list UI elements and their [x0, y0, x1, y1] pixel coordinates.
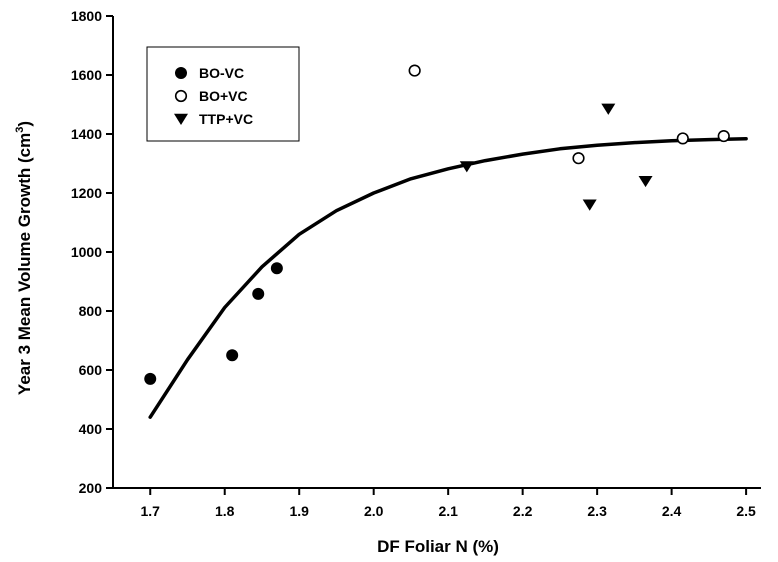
data-point-boplus-vc — [717, 129, 730, 143]
data-point-bo-vc — [270, 262, 283, 275]
y-axis-label-superscript: 3 — [14, 127, 26, 133]
x-tick-label: 2.2 — [513, 503, 533, 519]
data-point-bo-vc — [226, 349, 239, 362]
legend-marker-boplus-vc — [174, 89, 188, 103]
y-tick-label: 1400 — [71, 126, 102, 142]
y-axis-label-close: ) — [15, 121, 34, 127]
y-tick-label: 200 — [79, 480, 103, 496]
x-axis-label: DF Foliar N (%) — [377, 537, 499, 556]
y-tick-label: 1600 — [71, 67, 102, 83]
y-tick-label: 1200 — [71, 185, 102, 201]
legend-label-boplus-vc: BO+VC — [199, 88, 248, 104]
data-point-boplus-vc — [676, 132, 689, 145]
data-point-bo-vc — [144, 372, 157, 385]
x-tick-label: 1.7 — [141, 503, 161, 519]
x-tick-label: 2.5 — [736, 503, 756, 519]
fit-curve-layer — [148, 136, 748, 419]
y-tick-label: 1000 — [71, 244, 102, 260]
data-point-ttpplus-vc — [638, 175, 653, 188]
legend-marker-bo-vc — [175, 67, 187, 79]
legend: BO-VC BO+VC TTP+VC — [146, 46, 300, 142]
y-tick-label: 800 — [79, 303, 103, 319]
x-tick-label: 2.1 — [438, 503, 458, 519]
x-tick-label: 2.3 — [587, 503, 607, 519]
data-point-boplus-vc — [408, 64, 421, 77]
legend-marker-ttpplus-vc — [174, 113, 188, 125]
x-tick-label: 2.4 — [662, 503, 682, 519]
x-tick-label: 1.9 — [289, 503, 309, 519]
data-point-ttpplus-vc — [601, 103, 616, 115]
ticks: 1.7 1.8 1.9 2.0 2.1 2.2 2.3 2.4 2.5 200 400 600 800 1… — [71, 8, 756, 519]
y-tick-label: 1800 — [71, 8, 102, 24]
data-point-ttpplus-vc — [582, 199, 597, 211]
legend-label-ttpplus-vc: TTP+VC — [199, 111, 253, 127]
y-axis-label: Year 3 Mean Volume Growth (cm3) — [14, 121, 34, 395]
y-axis-label-main: Year 3 Mean Volume Growth (cm — [15, 133, 34, 395]
x-tick-label: 2.0 — [364, 503, 384, 519]
data-points-layer — [144, 64, 730, 385]
fit-curve-line — [148, 136, 748, 419]
y-tick-label: 400 — [79, 421, 103, 437]
x-tick-label: 1.8 — [215, 503, 235, 519]
legend-label-bo-vc: BO-VC — [199, 65, 244, 81]
data-point-boplus-vc — [572, 152, 585, 165]
legend-box — [146, 46, 300, 142]
y-tick-label: 600 — [79, 362, 103, 378]
data-point-bo-vc — [252, 287, 265, 300]
data-point-ttpplus-vc — [459, 161, 474, 173]
